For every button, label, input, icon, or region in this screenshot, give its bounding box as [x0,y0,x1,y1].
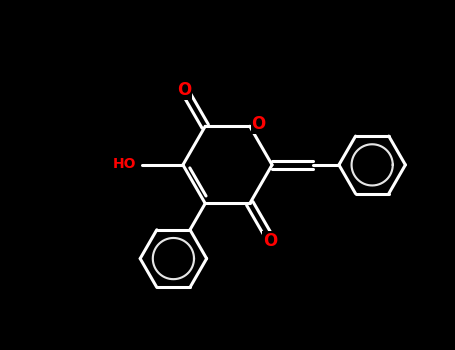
Text: O: O [252,115,266,133]
Text: O: O [177,81,191,99]
Text: HO: HO [113,157,136,171]
Text: O: O [263,232,278,250]
